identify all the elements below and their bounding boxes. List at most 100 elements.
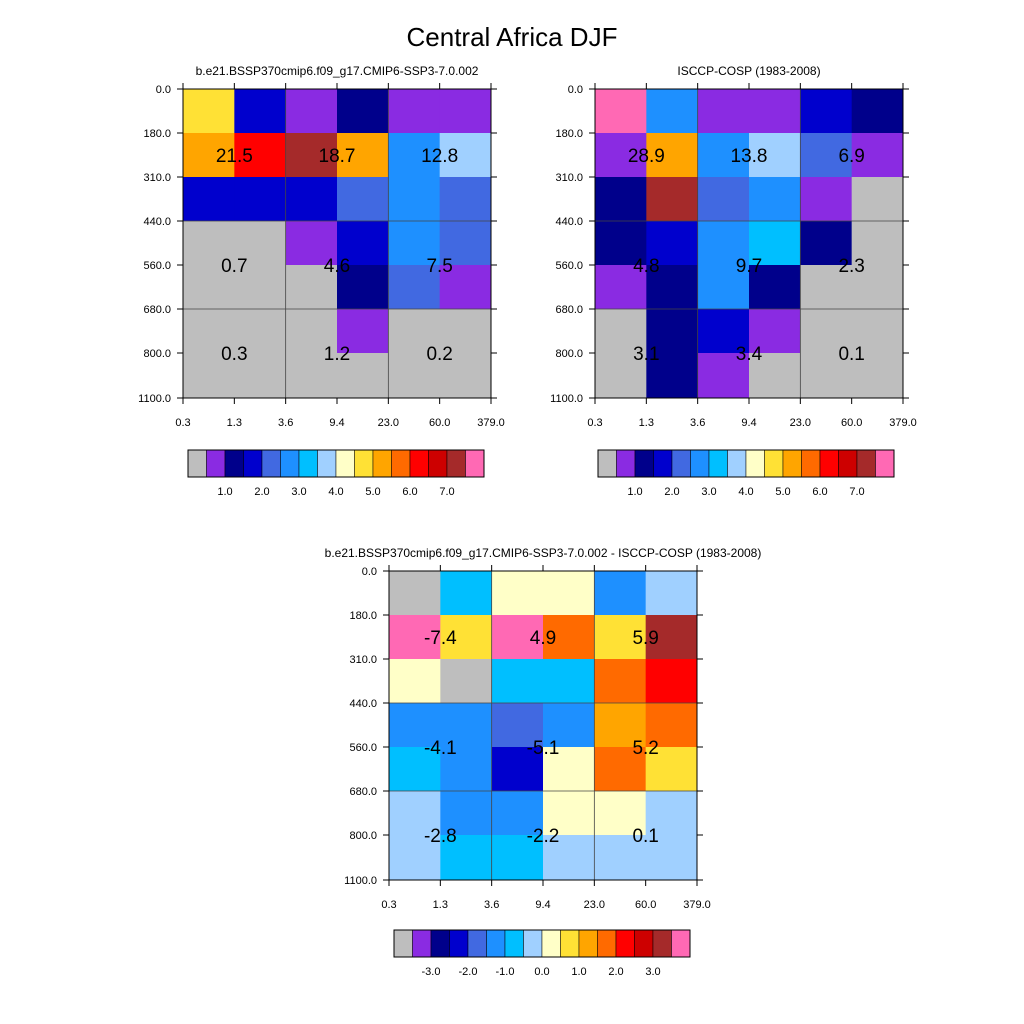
colorbar-swatch: [597, 929, 617, 958]
heatmap-cell: [543, 615, 595, 660]
heatmap-cell: [595, 353, 647, 399]
colorbar-swatch: [616, 449, 636, 478]
heatmap-cell: [800, 177, 853, 222]
colorbar-swatch: [243, 449, 263, 478]
y-tick-label: 1100.0: [550, 393, 583, 405]
x-tick-label: 23.0: [378, 417, 399, 429]
y-tick-label: 310.0: [349, 654, 377, 666]
colorbar-swatch: [875, 449, 895, 478]
colorbar-label: 7.0: [849, 486, 864, 498]
heatmap-cell: [285, 177, 338, 222]
heatmap-cell: [440, 791, 493, 836]
colorbar-swatch: [354, 449, 374, 478]
summary-value-label: 4.9: [530, 628, 556, 649]
colorbar-swatch: [708, 449, 728, 478]
heatmap-cell: [389, 571, 441, 616]
y-tick-label: 800.0: [555, 348, 583, 360]
heatmap-cell: [646, 265, 699, 310]
colorbar-swatch: [671, 929, 691, 958]
heatmap-cell: [183, 265, 235, 310]
heatmap-cell: [595, 309, 647, 354]
heatmap-cell: [234, 89, 287, 134]
panel-title: b.e21.BSSP370cmip6.f09_g17.CMIP6-SSP3-7.…: [325, 546, 762, 560]
heatmap-cell: [439, 353, 492, 399]
heatmap-cell: [234, 265, 287, 310]
y-tick-label: 180.0: [349, 610, 377, 622]
heatmap-cell: [439, 309, 492, 354]
heatmap-cell: [491, 703, 544, 748]
colorbar-swatch: [597, 449, 617, 478]
heatmap-cell: [595, 221, 647, 266]
figure-title: Central Africa DJF: [407, 22, 618, 52]
colorbar-swatch: [801, 449, 821, 478]
heatmap-cell: [646, 89, 699, 134]
y-tick-label: 440.0: [555, 216, 583, 228]
colorbar-swatch: [615, 929, 635, 958]
heatmap-cell: [646, 353, 699, 399]
panel-title: ISCCP-COSP (1983-2008): [677, 64, 820, 78]
heatmap-cell: [543, 571, 595, 616]
y-tick-label: 0.0: [568, 84, 583, 96]
colorbar-swatch: [578, 929, 598, 958]
colorbar-frame: [393, 929, 691, 958]
summary-value-label: 18.7: [319, 146, 356, 167]
colorbar-swatch: [838, 449, 858, 478]
heatmap-cell: [285, 89, 338, 134]
summary-value-label: 0.2: [426, 344, 452, 365]
heatmap-cell: [440, 659, 493, 704]
x-tick-label: 3.6: [278, 417, 293, 429]
heatmap-cell: [285, 309, 338, 354]
heatmap-cell: [646, 221, 699, 266]
colorbar-swatch: [412, 929, 432, 958]
heatmap-cell: [697, 221, 750, 266]
colorbar-swatch: [372, 449, 392, 478]
heatmap-cell: [388, 89, 441, 134]
x-tick-label: 379.0: [683, 899, 711, 911]
summary-value-label: 3.1: [633, 344, 659, 365]
heatmap-cell: [645, 703, 698, 748]
heatmap-cell: [337, 309, 389, 353]
heatmap-cell: [594, 703, 647, 748]
heatmap-cell: [645, 835, 698, 881]
heatmap-cell: [800, 133, 853, 178]
x-tick-label: 23.0: [584, 899, 605, 911]
x-tick-label: 1.3: [639, 417, 654, 429]
colorbar-label: -3.0: [422, 966, 441, 978]
colorbar-label: 6.0: [812, 486, 827, 498]
heatmap-cell: [440, 835, 493, 881]
y-tick-label: 0.0: [362, 566, 377, 578]
heatmap-cell: [749, 89, 801, 134]
heatmap-cell: [234, 309, 287, 354]
colorbar-label: 2.0: [664, 486, 679, 498]
colorbar-label: 1.0: [571, 966, 586, 978]
heatmap-cell: [543, 791, 595, 836]
summary-value-label: -7.4: [424, 628, 457, 649]
heatmap-cell: [183, 133, 235, 178]
summary-value-label: 13.8: [731, 146, 768, 167]
panel-title: b.e21.BSSP370cmip6.f09_g17.CMIP6-SSP3-7.…: [196, 64, 479, 78]
heatmap-cell: [491, 747, 544, 792]
heatmap-cell: [388, 265, 441, 310]
heatmap-cell: [234, 177, 287, 222]
heatmap-cell: [594, 791, 647, 836]
heatmap-cell: [800, 221, 853, 266]
heatmap-cell: [645, 747, 698, 792]
heatmap-cell: [697, 89, 750, 134]
colorbar-label: 2.0: [608, 966, 623, 978]
heatmap-cell: [337, 133, 389, 178]
x-tick-label: 379.0: [889, 417, 917, 429]
y-tick-label: 560.0: [143, 260, 171, 272]
heatmap-cell: [439, 133, 492, 178]
heatmap-cell: [645, 791, 698, 836]
y-tick-label: 180.0: [555, 128, 583, 140]
summary-value-label: 1.2: [324, 344, 350, 365]
panel-2: ISCCP-COSP (1983-2008) 0.0 180.0 310.0 440.0…: [550, 64, 917, 498]
heatmap-cell: [439, 265, 492, 310]
colorbar-swatch: [409, 449, 429, 478]
heatmap-cell: [389, 791, 441, 836]
heatmap-cell: [594, 835, 647, 881]
heatmap-cell: [183, 89, 235, 134]
y-tick-label: 800.0: [143, 348, 171, 360]
heatmap-cell: [749, 309, 801, 354]
heatmap-cell: [285, 133, 338, 178]
